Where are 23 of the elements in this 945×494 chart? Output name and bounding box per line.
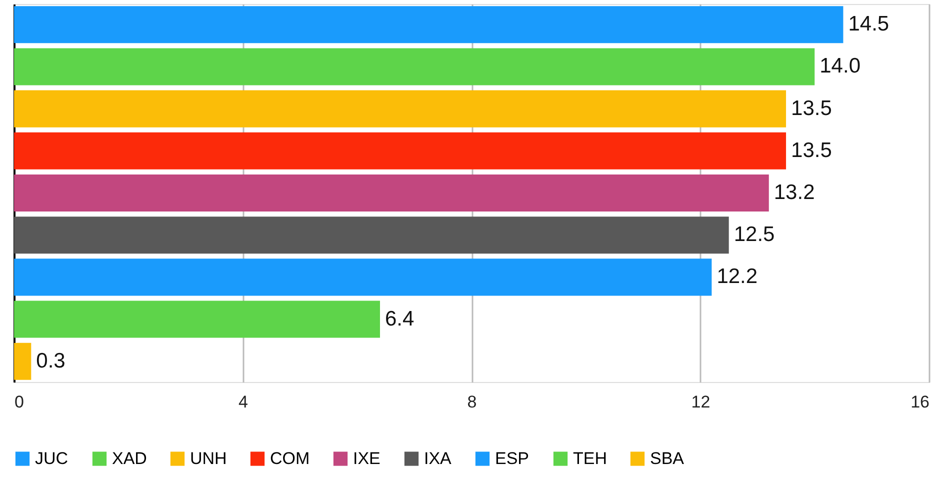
x-tick-label: 16 [910,392,930,412]
data-label: 12.2 [716,265,758,288]
legend-label: UNH [190,448,227,468]
data-label: 0.3 [36,349,66,372]
legend-label: JUC [35,448,68,468]
data-label: 13.2 [774,181,815,204]
legend-label: IXA [424,448,452,468]
x-tick-label: 4 [238,392,248,412]
data-label: 13.5 [791,138,832,162]
x-tick-label: 0 [14,392,24,412]
legend-label: TEH [573,448,607,468]
legend-label: COM [270,448,310,468]
data-label: 13.5 [791,96,832,120]
x-tick-label: 12 [691,392,710,412]
x-tick-label: 8 [467,392,477,412]
legend-label: ESP [495,448,530,468]
legend-label: XAD [112,448,147,468]
data-label: 14.5 [848,12,890,36]
legend-label: IXE [353,448,380,468]
legend-label: SBA [650,448,685,468]
data-label: 12.5 [734,223,775,246]
data-label: 14.0 [820,54,860,78]
data-label: 6.4 [385,307,415,330]
